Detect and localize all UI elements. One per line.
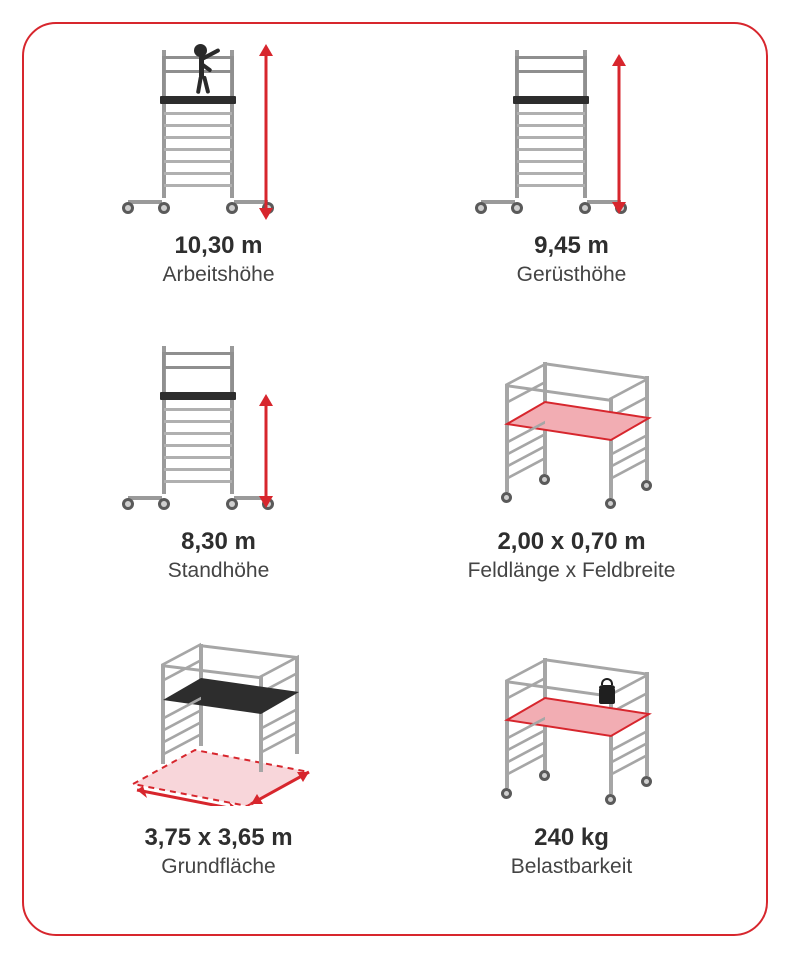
- cell-belastbarkeit: 240 kg Belastbarkeit: [395, 636, 748, 922]
- value-belastbarkeit: 240 kg: [534, 824, 609, 852]
- cell-geruesthoehe: 9,45 m Gerüsthöhe: [395, 44, 748, 330]
- deck-highlight: [483, 354, 661, 510]
- weight-icon: [599, 678, 615, 704]
- deck-highlight: [483, 650, 661, 806]
- person-icon: [182, 44, 222, 99]
- label-arbeitshoehe: Arbeitshöhe: [162, 262, 274, 287]
- label-grundflaeche: Grundfläche: [161, 854, 275, 879]
- label-belastbarkeit: Belastbarkeit: [511, 854, 632, 879]
- label-standhoehe: Standhöhe: [168, 558, 270, 583]
- scaffold-iso-icon: [483, 650, 661, 806]
- scaffold-iso-icon: [483, 354, 661, 510]
- height-arrow-icon: [256, 394, 276, 508]
- value-arbeitshoehe: 10,30 m: [174, 232, 262, 260]
- illus-arbeitshoehe: [162, 44, 276, 214]
- value-feld: 2,00 x 0,70 m: [497, 528, 645, 556]
- illus-standhoehe: [162, 340, 276, 510]
- height-arrow-icon: [609, 54, 629, 214]
- cell-feld: 2,00 x 0,70 m Feldlänge x Feldbreite: [395, 340, 748, 626]
- illus-feld: [483, 340, 661, 510]
- cell-standhoehe: 8,30 m Standhöhe: [42, 340, 395, 626]
- cell-grundflaeche: 3,75 x 3,65 m Grundfläche: [42, 636, 395, 922]
- scaffold-iso-icon: [119, 642, 319, 806]
- value-geruesthoehe: 9,45 m: [534, 232, 609, 260]
- label-geruesthoehe: Gerüsthöhe: [517, 262, 627, 287]
- height-arrow-icon: [256, 44, 276, 220]
- label-feld: Feldlänge x Feldbreite: [468, 558, 676, 583]
- value-standhoehe: 8,30 m: [181, 528, 256, 556]
- illus-belastbarkeit: [483, 636, 661, 806]
- scaffold-front-icon: [515, 50, 587, 214]
- spec-card: 10,30 m Arbeitshöhe: [22, 22, 768, 936]
- spec-grid: 10,30 m Arbeitshöhe: [24, 24, 766, 934]
- scaffold-front-icon: [162, 50, 234, 214]
- illus-grundflaeche: [119, 636, 319, 806]
- illus-geruesthoehe: [515, 44, 629, 214]
- cell-arbeitshoehe: 10,30 m Arbeitshöhe: [42, 44, 395, 330]
- value-grundflaeche: 3,75 x 3,65 m: [144, 824, 292, 852]
- scaffold-front-icon: [162, 346, 234, 510]
